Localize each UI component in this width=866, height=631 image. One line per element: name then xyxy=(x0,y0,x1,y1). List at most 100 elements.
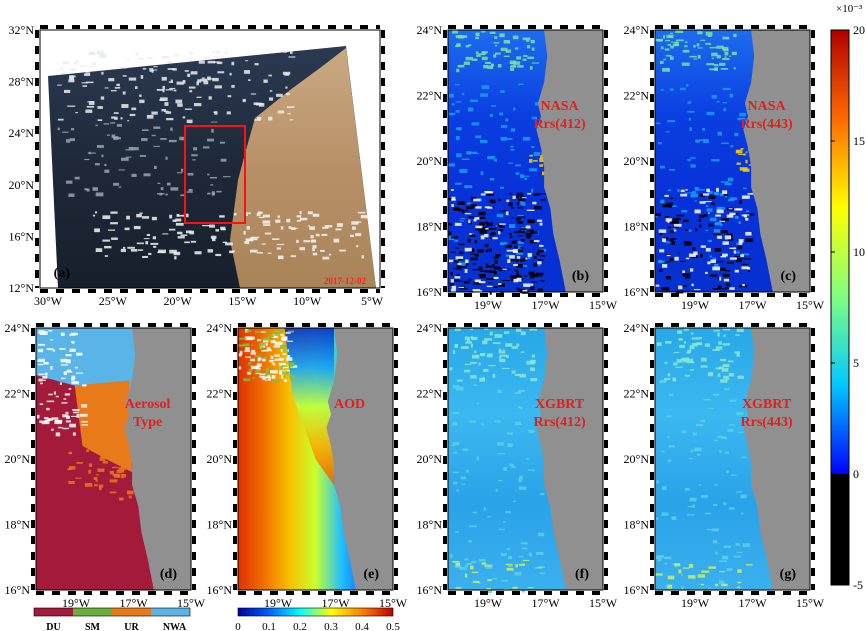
data-pixel xyxy=(736,431,745,433)
data-pixel xyxy=(492,373,496,378)
data-pixel xyxy=(709,274,718,277)
data-pixel xyxy=(694,209,701,214)
data-pixel xyxy=(454,279,460,282)
colorbar-tick-label: 0 xyxy=(853,467,859,481)
data-pixel xyxy=(449,93,454,98)
data-pixel xyxy=(254,119,261,121)
data-pixel xyxy=(525,225,531,229)
data-pixel xyxy=(245,356,252,358)
data-pixel xyxy=(489,233,495,236)
legend-label: NWA xyxy=(163,622,187,631)
data-pixel xyxy=(281,374,285,379)
data-pixel xyxy=(693,447,702,452)
data-pixel xyxy=(721,583,728,587)
data-pixel xyxy=(81,424,88,426)
data-pixel xyxy=(708,239,712,243)
data-pixel xyxy=(102,239,111,242)
data-pixel xyxy=(290,255,297,258)
data-pixel xyxy=(507,268,511,270)
data-pixel xyxy=(530,283,534,286)
data-pixel xyxy=(66,139,71,143)
data-pixel xyxy=(515,328,522,332)
data-pixel xyxy=(735,542,740,546)
data-pixel xyxy=(684,192,691,194)
data-pixel xyxy=(355,233,362,237)
data-pixel xyxy=(477,249,484,253)
data-pixel xyxy=(527,219,535,224)
data-pixel xyxy=(683,328,689,331)
data-pixel xyxy=(690,193,698,198)
data-pixel xyxy=(691,337,700,340)
panel-annotation: Rrs(412) xyxy=(534,415,586,430)
lat-tick-label: 24°N xyxy=(624,321,650,335)
data-pixel xyxy=(516,287,520,290)
data-pixel xyxy=(665,341,672,344)
data-pixel xyxy=(497,452,505,455)
lat-tick-label: 16°N xyxy=(9,229,35,243)
data-pixel xyxy=(229,250,235,253)
data-pixel xyxy=(263,224,271,227)
data-pixel xyxy=(729,287,735,290)
data-pixel xyxy=(274,354,280,357)
data-pixel xyxy=(165,111,172,114)
data-pixel xyxy=(42,379,46,381)
data-pixel xyxy=(243,378,251,382)
data-pixel xyxy=(111,237,118,240)
data-pixel xyxy=(465,262,469,266)
data-pixel xyxy=(72,432,76,436)
data-pixel xyxy=(183,213,189,218)
lon-tick-label: 17°W xyxy=(531,298,560,312)
data-pixel xyxy=(530,229,535,231)
data-pixel xyxy=(65,359,71,364)
data-pixel xyxy=(188,86,196,89)
data-pixel xyxy=(489,270,497,273)
panel-label: (c) xyxy=(780,269,796,284)
data-pixel xyxy=(448,231,452,235)
data-pixel xyxy=(516,273,520,278)
data-pixel xyxy=(499,242,508,246)
data-pixel xyxy=(713,64,719,67)
data-pixel xyxy=(48,393,53,396)
data-pixel xyxy=(473,281,481,285)
data-pixel xyxy=(693,44,696,48)
data-pixel xyxy=(212,77,219,82)
data-pixel xyxy=(709,46,718,49)
data-pixel xyxy=(512,35,519,40)
data-pixel xyxy=(128,77,137,81)
data-pixel xyxy=(734,351,741,354)
data-pixel xyxy=(707,212,711,214)
data-pixel xyxy=(500,210,508,212)
data-pixel xyxy=(501,579,508,582)
data-pixel xyxy=(459,168,468,173)
data-pixel xyxy=(276,243,285,246)
data-pixel xyxy=(665,39,671,42)
data-pixel xyxy=(738,221,741,225)
data-pixel xyxy=(296,220,302,222)
data-pixel xyxy=(159,192,163,196)
data-pixel xyxy=(473,384,477,386)
data-pixel xyxy=(266,347,271,351)
data-pixel xyxy=(118,169,125,171)
data-pixel xyxy=(709,68,718,71)
data-pixel xyxy=(721,368,729,372)
aod-gradient xyxy=(238,608,393,616)
data-pixel xyxy=(250,344,254,346)
data-pixel xyxy=(459,251,464,255)
data-pixel xyxy=(184,108,192,110)
data-pixel xyxy=(741,266,749,270)
data-pixel xyxy=(520,406,523,410)
lon-tick-label: 15°W xyxy=(589,298,618,312)
data-pixel xyxy=(126,215,130,220)
data-pixel xyxy=(84,188,89,191)
data-pixel xyxy=(724,52,729,56)
data-pixel xyxy=(509,463,514,467)
data-pixel xyxy=(464,212,472,215)
data-pixel xyxy=(526,209,535,211)
data-pixel xyxy=(209,224,215,228)
data-pixel xyxy=(720,255,727,258)
lat-tick-label: 18°N xyxy=(417,518,443,532)
data-pixel xyxy=(92,62,96,65)
data-pixel xyxy=(271,238,280,240)
data-pixel xyxy=(669,197,673,200)
data-pixel xyxy=(719,450,722,453)
